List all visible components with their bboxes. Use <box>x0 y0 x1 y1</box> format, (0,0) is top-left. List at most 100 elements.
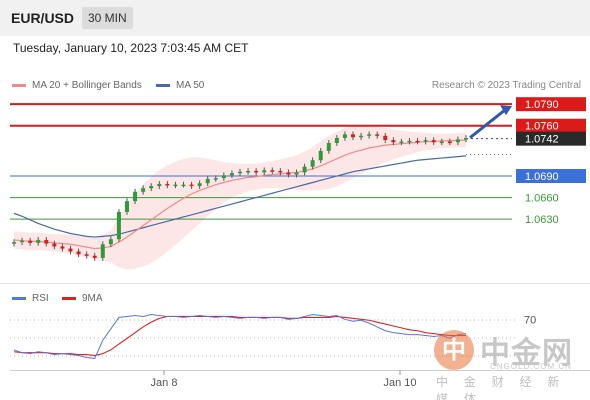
candle-body <box>20 240 25 243</box>
candle-body <box>84 254 89 256</box>
candle-body <box>125 201 129 212</box>
candle-body <box>431 140 436 143</box>
legend-rsi: RSI <box>12 293 49 304</box>
ma50-line <box>13 155 467 238</box>
level-label-1: 1.0760 <box>525 121 559 133</box>
candle-body <box>60 246 65 249</box>
candle-body <box>391 140 396 143</box>
candle-body <box>351 134 355 138</box>
candle-body <box>367 134 372 136</box>
candle-body <box>149 186 154 189</box>
level-label-3: 1.0690 <box>525 171 559 183</box>
candle-body <box>108 239 113 245</box>
candle-body <box>221 175 226 179</box>
ma9-label: 9MA <box>82 293 103 304</box>
watermark-logo: 中 <box>434 330 474 370</box>
candle-body <box>302 166 307 173</box>
candle-body <box>318 150 323 161</box>
candle-body <box>246 170 251 173</box>
legend-ma50: MA 50 <box>156 80 204 91</box>
ma9-swatch <box>62 297 76 300</box>
watermark: 中 中金网 CNGOLD.COM.CN 中 金 财 经 新 媒 体 <box>432 326 588 400</box>
candle-body <box>383 135 388 141</box>
legend-ma9: 9MA <box>62 293 103 304</box>
watermark-tagline: 中 金 财 经 新 媒 体 <box>436 375 566 400</box>
rsi-swatch <box>12 297 26 300</box>
level-label-2: 1.0742 <box>525 134 559 146</box>
level-label-0: 1.0790 <box>525 99 559 111</box>
level-label-box-3 <box>516 169 586 184</box>
level-label-box-1 <box>516 118 586 133</box>
candle-body <box>116 211 121 240</box>
rsi-label: RSI <box>32 293 49 304</box>
candle-body <box>439 141 444 144</box>
candle-body <box>229 173 234 176</box>
candle-body <box>270 170 275 172</box>
candle-body <box>375 134 380 136</box>
candle-body <box>205 178 210 184</box>
candle-body <box>141 188 146 192</box>
x-tick-label-1: Jan 10 <box>383 377 416 389</box>
candle-body <box>294 172 299 175</box>
candle-body <box>415 140 420 143</box>
ma50-swatch <box>156 84 170 87</box>
candle-body <box>286 172 291 175</box>
candle-body <box>334 137 339 143</box>
candle-body <box>44 239 49 244</box>
x-tick-label-0: Jan 8 <box>151 377 178 389</box>
candle-body <box>213 178 218 180</box>
candle-body <box>181 184 186 187</box>
candle-body <box>254 170 259 173</box>
candle-body <box>359 135 364 138</box>
rsi-ma9-line <box>13 315 466 357</box>
candle-body <box>464 137 468 140</box>
ma20-line <box>13 139 466 250</box>
level-label-box-2 <box>516 131 586 146</box>
candle-body <box>278 170 283 173</box>
candle-body <box>455 139 460 143</box>
candle-body <box>238 171 242 174</box>
candle-body <box>173 184 178 187</box>
candle-body <box>326 142 331 151</box>
timestamp: Tuesday, January 10, 2023 7:03:45 AM CET <box>13 41 249 55</box>
candle-body <box>407 140 412 143</box>
candle-body <box>133 191 138 202</box>
candle-body <box>52 243 57 247</box>
candle-body <box>447 141 452 144</box>
candle-body <box>262 170 267 173</box>
candle-body <box>189 184 194 187</box>
legend-ma20: MA 20 + Bollinger Bands <box>12 80 142 91</box>
rsi-level-label-0: 70 <box>524 314 536 326</box>
bollinger-band <box>14 126 466 270</box>
projection-arrow-head <box>500 105 512 116</box>
level-label-4: 1.0660 <box>525 193 559 205</box>
level-label-5: 1.0630 <box>525 214 559 226</box>
timeframe-badge[interactable]: 30 MIN <box>82 7 133 29</box>
ma50-label: MA 50 <box>176 80 205 91</box>
ma20-swatch <box>12 84 26 87</box>
candle-body <box>399 141 404 144</box>
level-label-box-0 <box>516 97 586 112</box>
candle-body <box>310 160 315 167</box>
candle-body <box>36 239 41 243</box>
candle-body <box>100 244 105 258</box>
candle-body <box>28 240 33 243</box>
candle-body <box>92 255 97 258</box>
symbol-title: EUR/USD <box>11 10 75 26</box>
candle-body <box>12 242 16 244</box>
candle-body <box>165 183 170 186</box>
watermark-brand: 中金网 <box>480 336 573 371</box>
candle-body <box>157 183 162 187</box>
candle-body <box>342 134 347 138</box>
candle-body <box>423 140 428 142</box>
candle-body <box>197 183 202 187</box>
projection-arrow-shaft <box>469 108 507 139</box>
chart-header-bar: EUR/USD 30 MIN <box>0 0 590 36</box>
rsi-line <box>13 314 467 359</box>
watermark-domain: CNGOLD.COM.CN <box>490 362 572 371</box>
research-credit: Research © 2023 Trading Central <box>431 80 581 91</box>
candle-body <box>76 251 81 255</box>
candle-body <box>68 248 73 252</box>
ma20-label: MA 20 + Bollinger Bands <box>32 80 142 91</box>
